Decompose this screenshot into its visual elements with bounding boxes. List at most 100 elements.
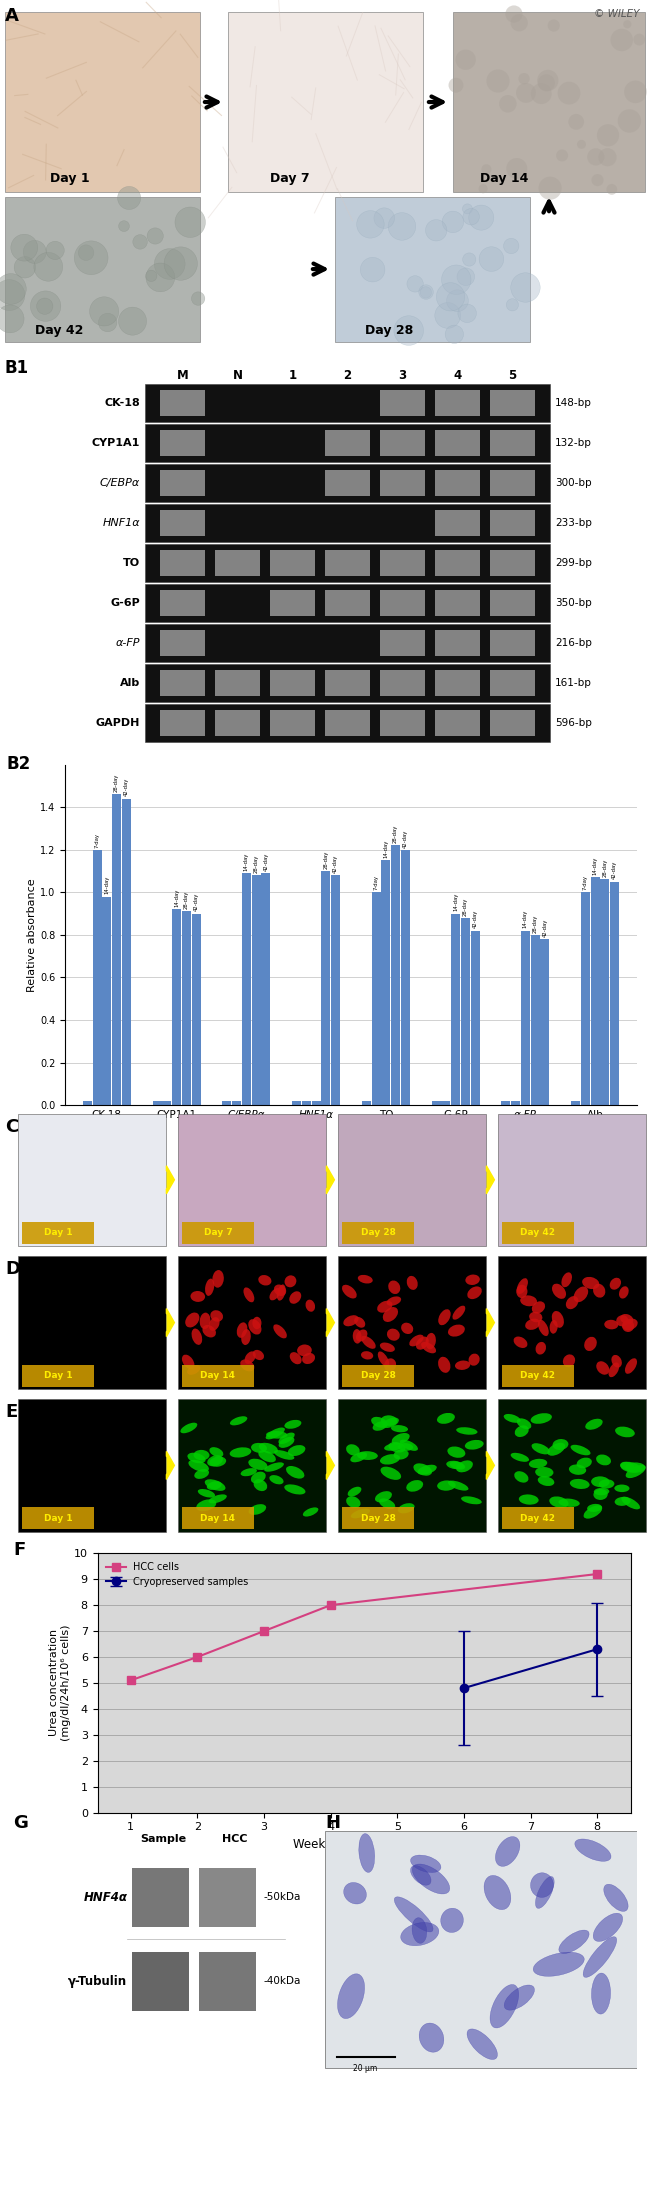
Bar	[342, 1364, 414, 1386]
Bar	[215, 670, 260, 696]
Bar	[160, 470, 205, 497]
Ellipse shape	[467, 2028, 497, 2059]
Ellipse shape	[533, 1953, 584, 1977]
Ellipse shape	[187, 1364, 200, 1375]
Text: 3: 3	[398, 369, 406, 382]
Ellipse shape	[387, 1296, 401, 1305]
Circle shape	[419, 286, 434, 299]
Text: Day 28: Day 28	[365, 325, 413, 336]
Circle shape	[478, 185, 488, 193]
X-axis label: Weeks of differentiation: Weeks of differentiation	[293, 1839, 435, 1850]
Text: Day 1: Day 1	[50, 171, 90, 185]
Text: 28-day: 28-day	[393, 824, 398, 844]
Bar	[199, 1867, 256, 1927]
Text: N: N	[233, 369, 242, 382]
Ellipse shape	[279, 1437, 294, 1448]
Bar	[342, 1507, 414, 1529]
Text: Day 7: Day 7	[270, 171, 309, 185]
Circle shape	[192, 292, 205, 305]
Bar	[435, 631, 480, 655]
Ellipse shape	[393, 1450, 409, 1459]
Ellipse shape	[622, 1320, 634, 1331]
Bar	[380, 549, 425, 576]
Ellipse shape	[550, 1320, 558, 1334]
Bar	[338, 1399, 486, 1531]
Ellipse shape	[381, 1415, 397, 1426]
Text: 42-day: 42-day	[124, 778, 129, 798]
Ellipse shape	[552, 1439, 568, 1450]
HCC cells	[127, 1668, 135, 1694]
Text: 20 μm: 20 μm	[354, 2063, 378, 2072]
Bar	[502, 1507, 574, 1529]
Bar	[451, 914, 460, 1105]
Circle shape	[556, 149, 568, 163]
Ellipse shape	[254, 1479, 267, 1492]
Ellipse shape	[383, 1307, 398, 1323]
Circle shape	[531, 83, 552, 103]
Bar	[160, 510, 205, 536]
Bar	[270, 589, 315, 615]
Ellipse shape	[270, 1287, 280, 1301]
Bar	[490, 670, 535, 696]
Ellipse shape	[248, 1505, 266, 1516]
Ellipse shape	[259, 1443, 278, 1454]
Bar	[441, 1101, 450, 1105]
FancyArrow shape	[166, 1309, 174, 1336]
Circle shape	[479, 246, 504, 272]
Bar	[242, 872, 251, 1105]
Ellipse shape	[187, 1452, 205, 1463]
Circle shape	[0, 279, 25, 310]
Bar	[325, 589, 370, 615]
Ellipse shape	[251, 1443, 267, 1452]
Text: 14-day: 14-day	[244, 852, 249, 870]
Text: F: F	[13, 1542, 25, 1560]
FancyArrow shape	[486, 1309, 495, 1336]
Ellipse shape	[437, 1413, 455, 1424]
Bar	[490, 710, 535, 736]
Bar	[461, 918, 470, 1105]
Bar	[102, 896, 111, 1105]
Circle shape	[577, 141, 586, 149]
Ellipse shape	[205, 1479, 226, 1492]
Ellipse shape	[529, 1312, 542, 1323]
Ellipse shape	[413, 1463, 432, 1476]
Ellipse shape	[517, 1419, 531, 1428]
Bar	[83, 1101, 92, 1105]
Bar	[192, 914, 201, 1105]
Ellipse shape	[286, 1465, 304, 1479]
Ellipse shape	[530, 1872, 553, 1898]
Text: Alb: Alb	[120, 677, 140, 688]
Bar	[270, 710, 315, 736]
Bar	[145, 464, 550, 501]
Bar	[145, 384, 550, 422]
Circle shape	[618, 110, 641, 132]
Bar	[160, 631, 205, 655]
Ellipse shape	[465, 1439, 484, 1450]
Circle shape	[14, 257, 36, 279]
Ellipse shape	[303, 1507, 318, 1516]
Ellipse shape	[205, 1279, 214, 1296]
Bar	[5, 11, 200, 191]
Bar	[270, 670, 315, 696]
Text: 42-day: 42-day	[542, 918, 547, 936]
Ellipse shape	[625, 1358, 637, 1373]
Text: Day 1: Day 1	[44, 1514, 72, 1523]
Ellipse shape	[244, 1287, 254, 1303]
Bar	[335, 198, 530, 343]
Ellipse shape	[604, 1885, 628, 1911]
Ellipse shape	[591, 1476, 610, 1487]
Ellipse shape	[237, 1323, 248, 1338]
Bar	[502, 1222, 574, 1244]
Circle shape	[133, 235, 148, 248]
Bar	[490, 431, 535, 455]
Circle shape	[456, 51, 476, 70]
Bar	[228, 11, 423, 191]
Circle shape	[469, 204, 494, 231]
Circle shape	[538, 176, 562, 200]
Circle shape	[505, 4, 523, 22]
Ellipse shape	[194, 1470, 209, 1479]
Circle shape	[154, 248, 185, 279]
Circle shape	[558, 81, 580, 105]
Text: -40kDa: -40kDa	[263, 1977, 300, 1986]
Ellipse shape	[437, 1481, 456, 1492]
